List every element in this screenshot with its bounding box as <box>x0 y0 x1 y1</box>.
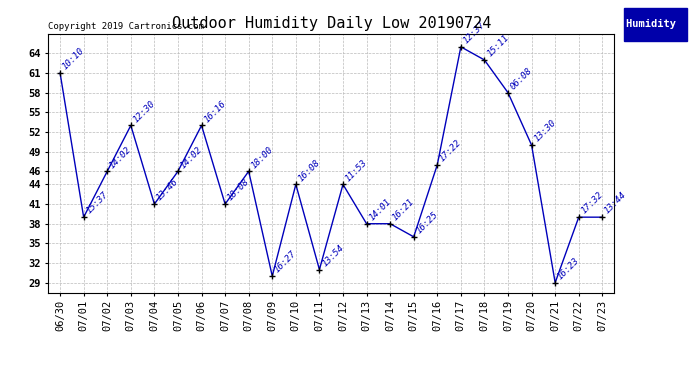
Text: 13:30: 13:30 <box>532 118 558 144</box>
Text: 14:01: 14:01 <box>367 197 393 222</box>
Text: 18:08: 18:08 <box>226 177 251 203</box>
Text: 16:25: 16:25 <box>414 210 440 236</box>
Text: 13:54: 13:54 <box>320 243 346 268</box>
Text: 10:10: 10:10 <box>61 46 86 72</box>
Text: 15:11: 15:11 <box>485 33 511 58</box>
Text: 17:22: 17:22 <box>438 138 463 164</box>
Text: 16:08: 16:08 <box>297 158 322 183</box>
Text: 06:08: 06:08 <box>509 66 534 92</box>
Text: 16:16: 16:16 <box>202 99 228 124</box>
Text: Copyright 2019 Cartronics.com: Copyright 2019 Cartronics.com <box>48 22 204 31</box>
Text: 11:53: 11:53 <box>344 158 369 183</box>
Text: 14:02: 14:02 <box>179 145 204 170</box>
Text: 13:46: 13:46 <box>155 177 180 203</box>
Text: 16:27: 16:27 <box>273 249 298 275</box>
Text: Humidity  (%): Humidity (%) <box>626 20 690 29</box>
Text: 18:00: 18:00 <box>249 145 275 170</box>
Text: 13:44: 13:44 <box>603 190 629 216</box>
Text: 16:21: 16:21 <box>391 197 416 222</box>
Text: 12:37: 12:37 <box>462 20 487 45</box>
Text: 12:30: 12:30 <box>131 99 157 124</box>
Text: 15:37: 15:37 <box>84 190 110 216</box>
Text: 17:32: 17:32 <box>580 190 604 216</box>
Text: 16:23: 16:23 <box>555 256 581 281</box>
Title: Outdoor Humidity Daily Low 20190724: Outdoor Humidity Daily Low 20190724 <box>172 16 491 31</box>
Text: 14:02: 14:02 <box>108 145 133 170</box>
